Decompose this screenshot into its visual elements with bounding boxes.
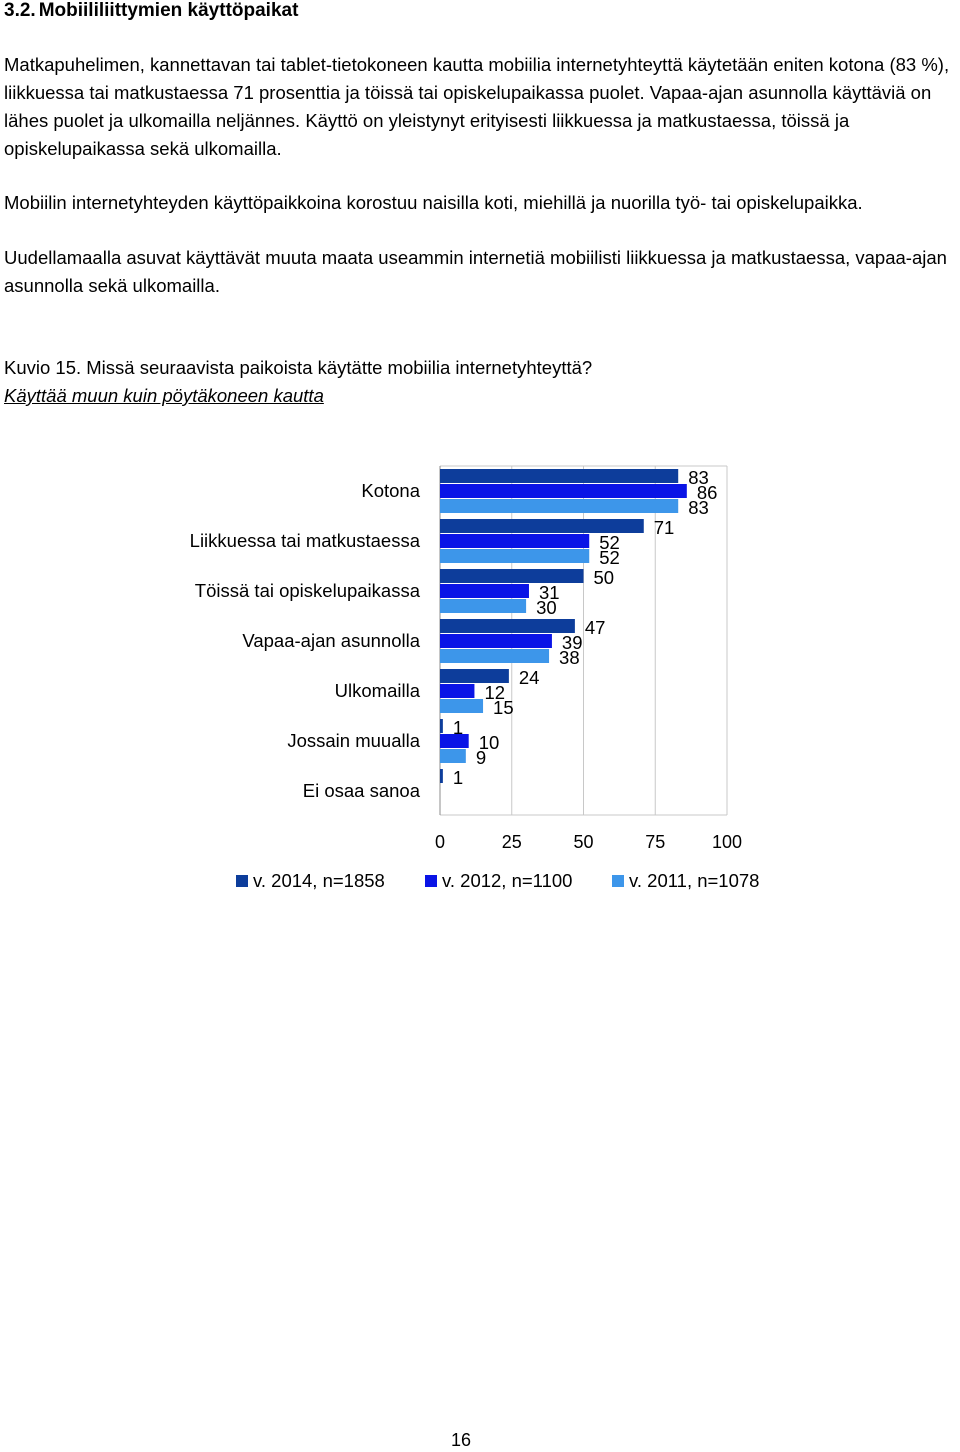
- x-tick-label: 75: [645, 832, 665, 852]
- category-label: Töissä tai opiskelupaikassa: [195, 580, 421, 601]
- data-label: 15: [493, 697, 514, 718]
- legend-swatch: [236, 875, 248, 887]
- bar: [440, 549, 590, 563]
- data-label: 52: [599, 532, 620, 553]
- section-title: Mobiililiittymien käyttöpaikat: [38, 0, 299, 21]
- data-label: 10: [479, 732, 500, 753]
- legend-label: v. 2012, n=1100: [442, 870, 572, 891]
- category-label: Kotona: [361, 480, 420, 501]
- paragraph-gender-age: Mobiilin internetyhteyden käyttöpaikkoin…: [4, 192, 863, 213]
- paragraph-uusimaa: Uudellamaalla asuvat käyttävät muuta maa…: [4, 247, 947, 296]
- bar: [440, 469, 679, 483]
- category-label: Ei osaa sanoa: [303, 780, 421, 801]
- data-label: 47: [585, 617, 606, 638]
- bar: [440, 684, 475, 698]
- data-label: 38: [559, 647, 580, 668]
- bar: [440, 719, 443, 733]
- bar: [440, 769, 443, 783]
- data-label: 1: [453, 717, 463, 738]
- legend-label: v. 2014, n=1858: [253, 870, 385, 891]
- section-number: 3.2.: [4, 0, 36, 21]
- page-number: 16: [451, 1430, 472, 1450]
- bar: [440, 534, 590, 548]
- category-label: Liikkuessa tai matkustaessa: [190, 530, 421, 551]
- legend-swatch: [425, 875, 437, 887]
- legend-swatch: [612, 875, 624, 887]
- figure-caption-title: Kuvio 15. Missä seuraavista paikoista kä…: [4, 357, 593, 378]
- data-label: 9: [476, 747, 486, 768]
- bar: [440, 699, 484, 713]
- x-tick-label: 100: [712, 832, 742, 852]
- x-tick-label: 25: [502, 832, 522, 852]
- bar: [440, 619, 575, 633]
- data-label: 83: [688, 467, 709, 488]
- legend-label: v. 2011, n=1078: [629, 870, 759, 891]
- category-label: Ulkomailla: [335, 680, 421, 701]
- bar: [440, 734, 469, 748]
- figure-caption-subtitle: Käyttää muun kuin pöytäkoneen kautta: [4, 385, 324, 406]
- category-label: Jossain muualla: [287, 730, 420, 751]
- bar: [440, 584, 529, 598]
- data-label: 1: [453, 767, 463, 788]
- bar: [440, 519, 644, 533]
- x-tick-label: 0: [435, 832, 445, 852]
- x-tick-label: 50: [573, 832, 593, 852]
- data-label: 24: [519, 667, 540, 688]
- data-label: 71: [654, 517, 675, 538]
- data-label: 30: [536, 597, 557, 618]
- data-label: 31: [539, 582, 560, 603]
- data-label: 50: [594, 567, 615, 588]
- data-label: 39: [562, 632, 583, 653]
- data-label: 52: [599, 547, 620, 568]
- bar-chart: 0 25 50 75 100 Kotona Liikkuessa tai matkustae…: [190, 465, 759, 891]
- bar: [440, 634, 552, 648]
- data-label: 83: [688, 497, 709, 518]
- bar: [440, 569, 584, 583]
- bar: [440, 669, 509, 683]
- bar: [440, 484, 687, 498]
- section-heading: 3.2. Mobiililiittymien käyttöpaikat: [4, 0, 298, 22]
- bar: [440, 649, 550, 663]
- data-label: 12: [484, 682, 505, 703]
- bar: [440, 749, 466, 763]
- bar: [440, 499, 679, 513]
- data-label: 86: [697, 482, 718, 503]
- category-label: Vapaa-ajan asunnolla: [242, 630, 420, 651]
- paragraph-usage-locations: Matkapuhelimen, kannettavan tai tablet-t…: [4, 54, 950, 159]
- bar: [440, 599, 527, 613]
- figure-caption: Kuvio 15. Missä seuraavista paikoista kä…: [4, 354, 592, 410]
